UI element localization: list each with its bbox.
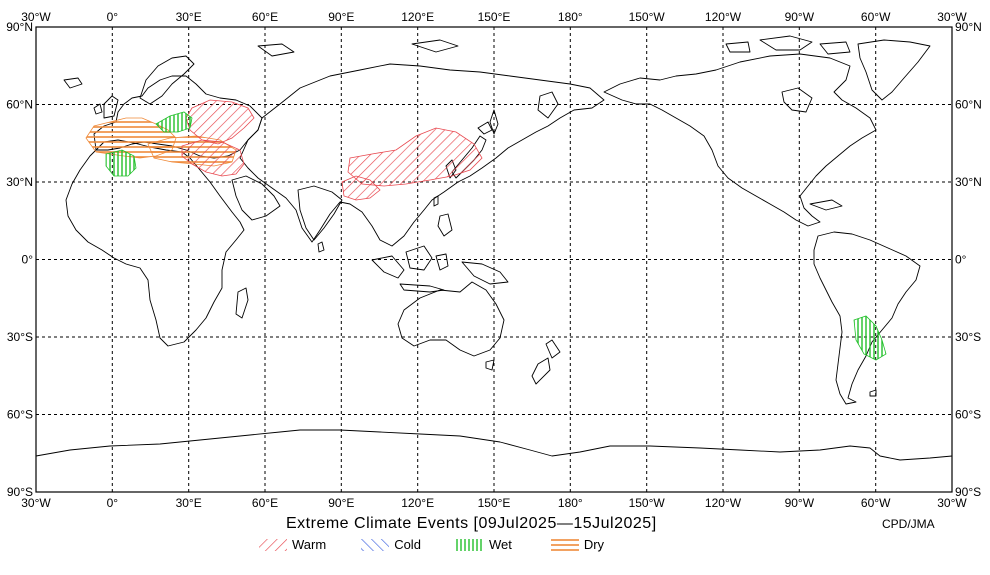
- latitude-label: 30°S: [7, 330, 33, 344]
- latitude-label: 30°S: [955, 330, 981, 344]
- longitude-label: 120°E: [401, 10, 434, 24]
- event-areas: [85, 99, 887, 361]
- longitude-label: 30°E: [176, 496, 202, 510]
- latitude-label: 30°N: [6, 175, 33, 189]
- longitude-label: 120°E: [401, 496, 434, 510]
- legend-swatch-dry: [550, 538, 579, 551]
- legend-label: Warm: [292, 537, 327, 552]
- longitude-label: 180°: [558, 10, 583, 24]
- longitude-label: 60°E: [252, 496, 278, 510]
- asia-outline: [239, 63, 605, 247]
- graticule: [36, 27, 952, 492]
- longitude-label: 0°: [107, 10, 119, 24]
- latitude-label: 0°: [955, 253, 967, 267]
- south-america-outline: [813, 231, 921, 405]
- longitude-label: 90°E: [328, 496, 354, 510]
- longitude-label: 120°W: [705, 10, 742, 24]
- latitude-label: 60°S: [955, 408, 981, 422]
- legend-item-wet: Wet: [455, 537, 512, 552]
- legend-swatch-cold: [361, 538, 390, 551]
- longitude-label: 60°E: [252, 10, 278, 24]
- wet-area-nw-africa: [105, 149, 137, 177]
- north-america-outline: [603, 53, 877, 227]
- latitude-label: 30°N: [955, 175, 982, 189]
- legend-item-dry: Dry: [550, 537, 604, 552]
- longitude-label: 30°W: [937, 496, 967, 510]
- longitude-label: 150°W: [629, 496, 666, 510]
- australia-outline: [397, 281, 505, 357]
- latitude-label: 60°S: [7, 408, 33, 422]
- longitude-label: 30°E: [176, 10, 202, 24]
- map-title: Extreme Climate Events [09Jul2025—15Jul2…: [286, 515, 657, 532]
- longitude-label: 180°: [558, 496, 583, 510]
- legend-swatch-wet: [455, 538, 484, 551]
- latitude-labels-left: 90°N 60°N 30°N 0° 30°S 60°S 90°S: [6, 20, 33, 499]
- wet-area-south-america: [853, 315, 887, 361]
- longitude-label: 90°W: [785, 496, 815, 510]
- longitude-label: 150°W: [629, 10, 666, 24]
- longitude-labels-bottom: 30°W 0° 30°E 60°E 90°E 120°E 150°E 180° 150°W 120…: [21, 496, 967, 510]
- longitude-label: 150°E: [478, 496, 511, 510]
- longitude-label: 30°W: [21, 496, 51, 510]
- legend-swatch-warm: [259, 538, 287, 551]
- latitude-label: 60°N: [6, 98, 33, 112]
- legend-label: Wet: [488, 537, 512, 552]
- legend-label: Dry: [583, 537, 605, 552]
- longitude-label: 60°W: [861, 10, 891, 24]
- greenland-outline: [857, 39, 931, 101]
- latitude-label: 90°S: [955, 485, 981, 499]
- longitude-label: 30°W: [21, 10, 51, 24]
- longitude-label: 90°W: [785, 10, 815, 24]
- wet-area-central-europe: [155, 111, 193, 133]
- legend-label: Cold: [394, 537, 421, 552]
- antarctica-outline: [35, 429, 953, 461]
- latitude-labels-right: 90°N 60°N 30°N 0° 30°S 60°S 90°S: [955, 20, 982, 499]
- longitude-labels-top: 30°W 0° 30°E 60°E 90°E 120°E 150°E 180° 150°W 120…: [21, 10, 967, 24]
- latitude-label: 90°S: [7, 485, 33, 499]
- longitude-label: 0°: [107, 496, 119, 510]
- longitude-label: 150°E: [478, 10, 511, 24]
- latitude-label: 90°N: [955, 20, 982, 34]
- warm-area-caspian: [181, 139, 245, 177]
- legend-item-warm: Warm: [258, 537, 326, 552]
- longitude-label: 90°E: [328, 10, 354, 24]
- warm-area-south-china: [341, 175, 381, 201]
- latitude-label: 60°N: [955, 98, 982, 112]
- latitude-label: 0°: [22, 253, 34, 267]
- longitude-label: 30°W: [937, 10, 967, 24]
- legend: Warm Cold Wet Dry: [258, 537, 604, 552]
- longitude-label: 60°W: [861, 496, 891, 510]
- legend-item-cold: Cold: [360, 537, 421, 552]
- latitude-label: 90°N: [6, 20, 33, 34]
- longitude-label: 120°W: [705, 496, 742, 510]
- map-credit: CPD/JMA: [882, 517, 935, 531]
